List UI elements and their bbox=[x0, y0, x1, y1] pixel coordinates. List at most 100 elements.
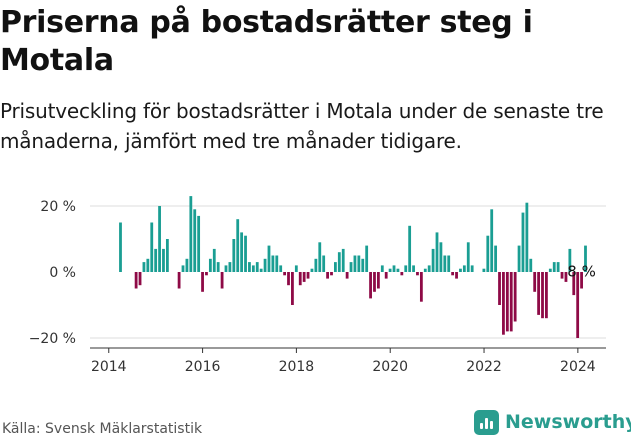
bar bbox=[400, 272, 404, 276]
bar bbox=[580, 272, 583, 289]
bar bbox=[404, 265, 408, 272]
bar bbox=[271, 255, 275, 272]
bars bbox=[119, 196, 587, 338]
bar bbox=[494, 245, 498, 272]
bar bbox=[431, 248, 435, 272]
bar bbox=[529, 258, 533, 272]
bar bbox=[244, 235, 247, 272]
bar bbox=[490, 209, 494, 272]
bar bbox=[525, 202, 529, 272]
bar bbox=[119, 222, 122, 272]
bar bbox=[541, 272, 544, 319]
bar bbox=[251, 265, 255, 272]
bar bbox=[486, 235, 490, 272]
bar bbox=[576, 272, 580, 338]
bar bbox=[462, 265, 466, 272]
bar bbox=[158, 206, 161, 272]
bar bbox=[142, 262, 146, 272]
bar bbox=[443, 255, 447, 272]
bar bbox=[380, 265, 384, 272]
bar bbox=[384, 272, 388, 279]
bar bbox=[181, 265, 185, 272]
brand-name: Newsworthy bbox=[505, 411, 631, 433]
bar bbox=[205, 272, 208, 276]
bar bbox=[310, 268, 314, 272]
x-axis bbox=[90, 347, 606, 353]
bar bbox=[427, 265, 431, 272]
bar bbox=[177, 272, 181, 289]
source-note: Källa: Svensk Mäklarstatistik bbox=[2, 421, 203, 437]
bar bbox=[419, 272, 423, 302]
bar bbox=[228, 262, 232, 272]
bar bbox=[322, 255, 326, 272]
bar bbox=[552, 262, 556, 272]
bar bbox=[505, 272, 509, 332]
bar bbox=[193, 209, 197, 272]
bar bbox=[201, 272, 204, 292]
bar bbox=[279, 265, 283, 272]
bar bbox=[349, 262, 353, 272]
bar bbox=[165, 239, 169, 272]
bar bbox=[537, 272, 540, 315]
chart-subtitle: Prisutveckling för bostadsrätter i Motal… bbox=[0, 99, 604, 153]
bar bbox=[513, 272, 517, 322]
bar bbox=[502, 272, 505, 335]
bar bbox=[220, 272, 224, 289]
bar bbox=[357, 255, 361, 272]
bar bbox=[314, 258, 318, 272]
newsworthy-logo[interactable]: Newsworthy bbox=[474, 407, 631, 437]
bar bbox=[337, 252, 341, 272]
bar bbox=[509, 272, 513, 332]
bar bbox=[150, 222, 154, 272]
bar bbox=[224, 265, 228, 272]
y-tick-label: 0 % bbox=[49, 265, 76, 281]
bar bbox=[212, 248, 216, 272]
bar bbox=[459, 268, 462, 272]
x-tick-label: 2022 bbox=[466, 359, 502, 375]
x-tick-label: 2024 bbox=[560, 359, 596, 375]
bar bbox=[568, 248, 572, 272]
bar bbox=[298, 272, 302, 286]
bar bbox=[455, 272, 458, 279]
bar bbox=[353, 255, 357, 272]
x-tick-label: 2014 bbox=[91, 359, 127, 375]
bar bbox=[275, 255, 279, 272]
bar bbox=[341, 248, 345, 272]
bar bbox=[533, 272, 537, 292]
bar bbox=[306, 272, 310, 279]
bar bbox=[326, 272, 329, 279]
bar bbox=[466, 242, 470, 272]
bar bbox=[373, 272, 376, 292]
bar bbox=[154, 248, 158, 272]
bar bbox=[287, 272, 290, 286]
bar bbox=[197, 215, 201, 272]
bar bbox=[361, 258, 365, 272]
bar bbox=[521, 212, 525, 272]
bar bbox=[189, 196, 193, 272]
x-tick-label: 2020 bbox=[372, 359, 408, 375]
bar bbox=[435, 232, 439, 272]
bar bbox=[345, 272, 349, 279]
bar bbox=[369, 272, 372, 299]
bar bbox=[134, 272, 138, 289]
bar bbox=[584, 245, 587, 272]
bar bbox=[138, 272, 142, 286]
bar bbox=[267, 245, 271, 272]
bar bbox=[388, 268, 392, 272]
bar bbox=[408, 225, 412, 272]
gridlines bbox=[90, 205, 606, 339]
bar bbox=[451, 272, 455, 276]
bar-chart: 20 % 0 % −20 % 2014 2016 2018 2020 2022 2024 8 … bbox=[29, 196, 606, 375]
bar bbox=[302, 272, 306, 282]
bar bbox=[294, 265, 298, 272]
bar bbox=[208, 258, 212, 272]
bar bbox=[162, 248, 165, 272]
bar bbox=[334, 262, 337, 272]
bar bbox=[318, 242, 322, 272]
bar bbox=[291, 272, 294, 305]
chart-title: Priserna på bostadsrätter steg i Motala bbox=[0, 5, 533, 78]
bar bbox=[396, 268, 400, 272]
bar bbox=[232, 239, 236, 272]
bar bbox=[498, 272, 501, 305]
x-axis-tick-labels: 2014 2016 2018 2020 2022 2024 bbox=[91, 359, 596, 375]
